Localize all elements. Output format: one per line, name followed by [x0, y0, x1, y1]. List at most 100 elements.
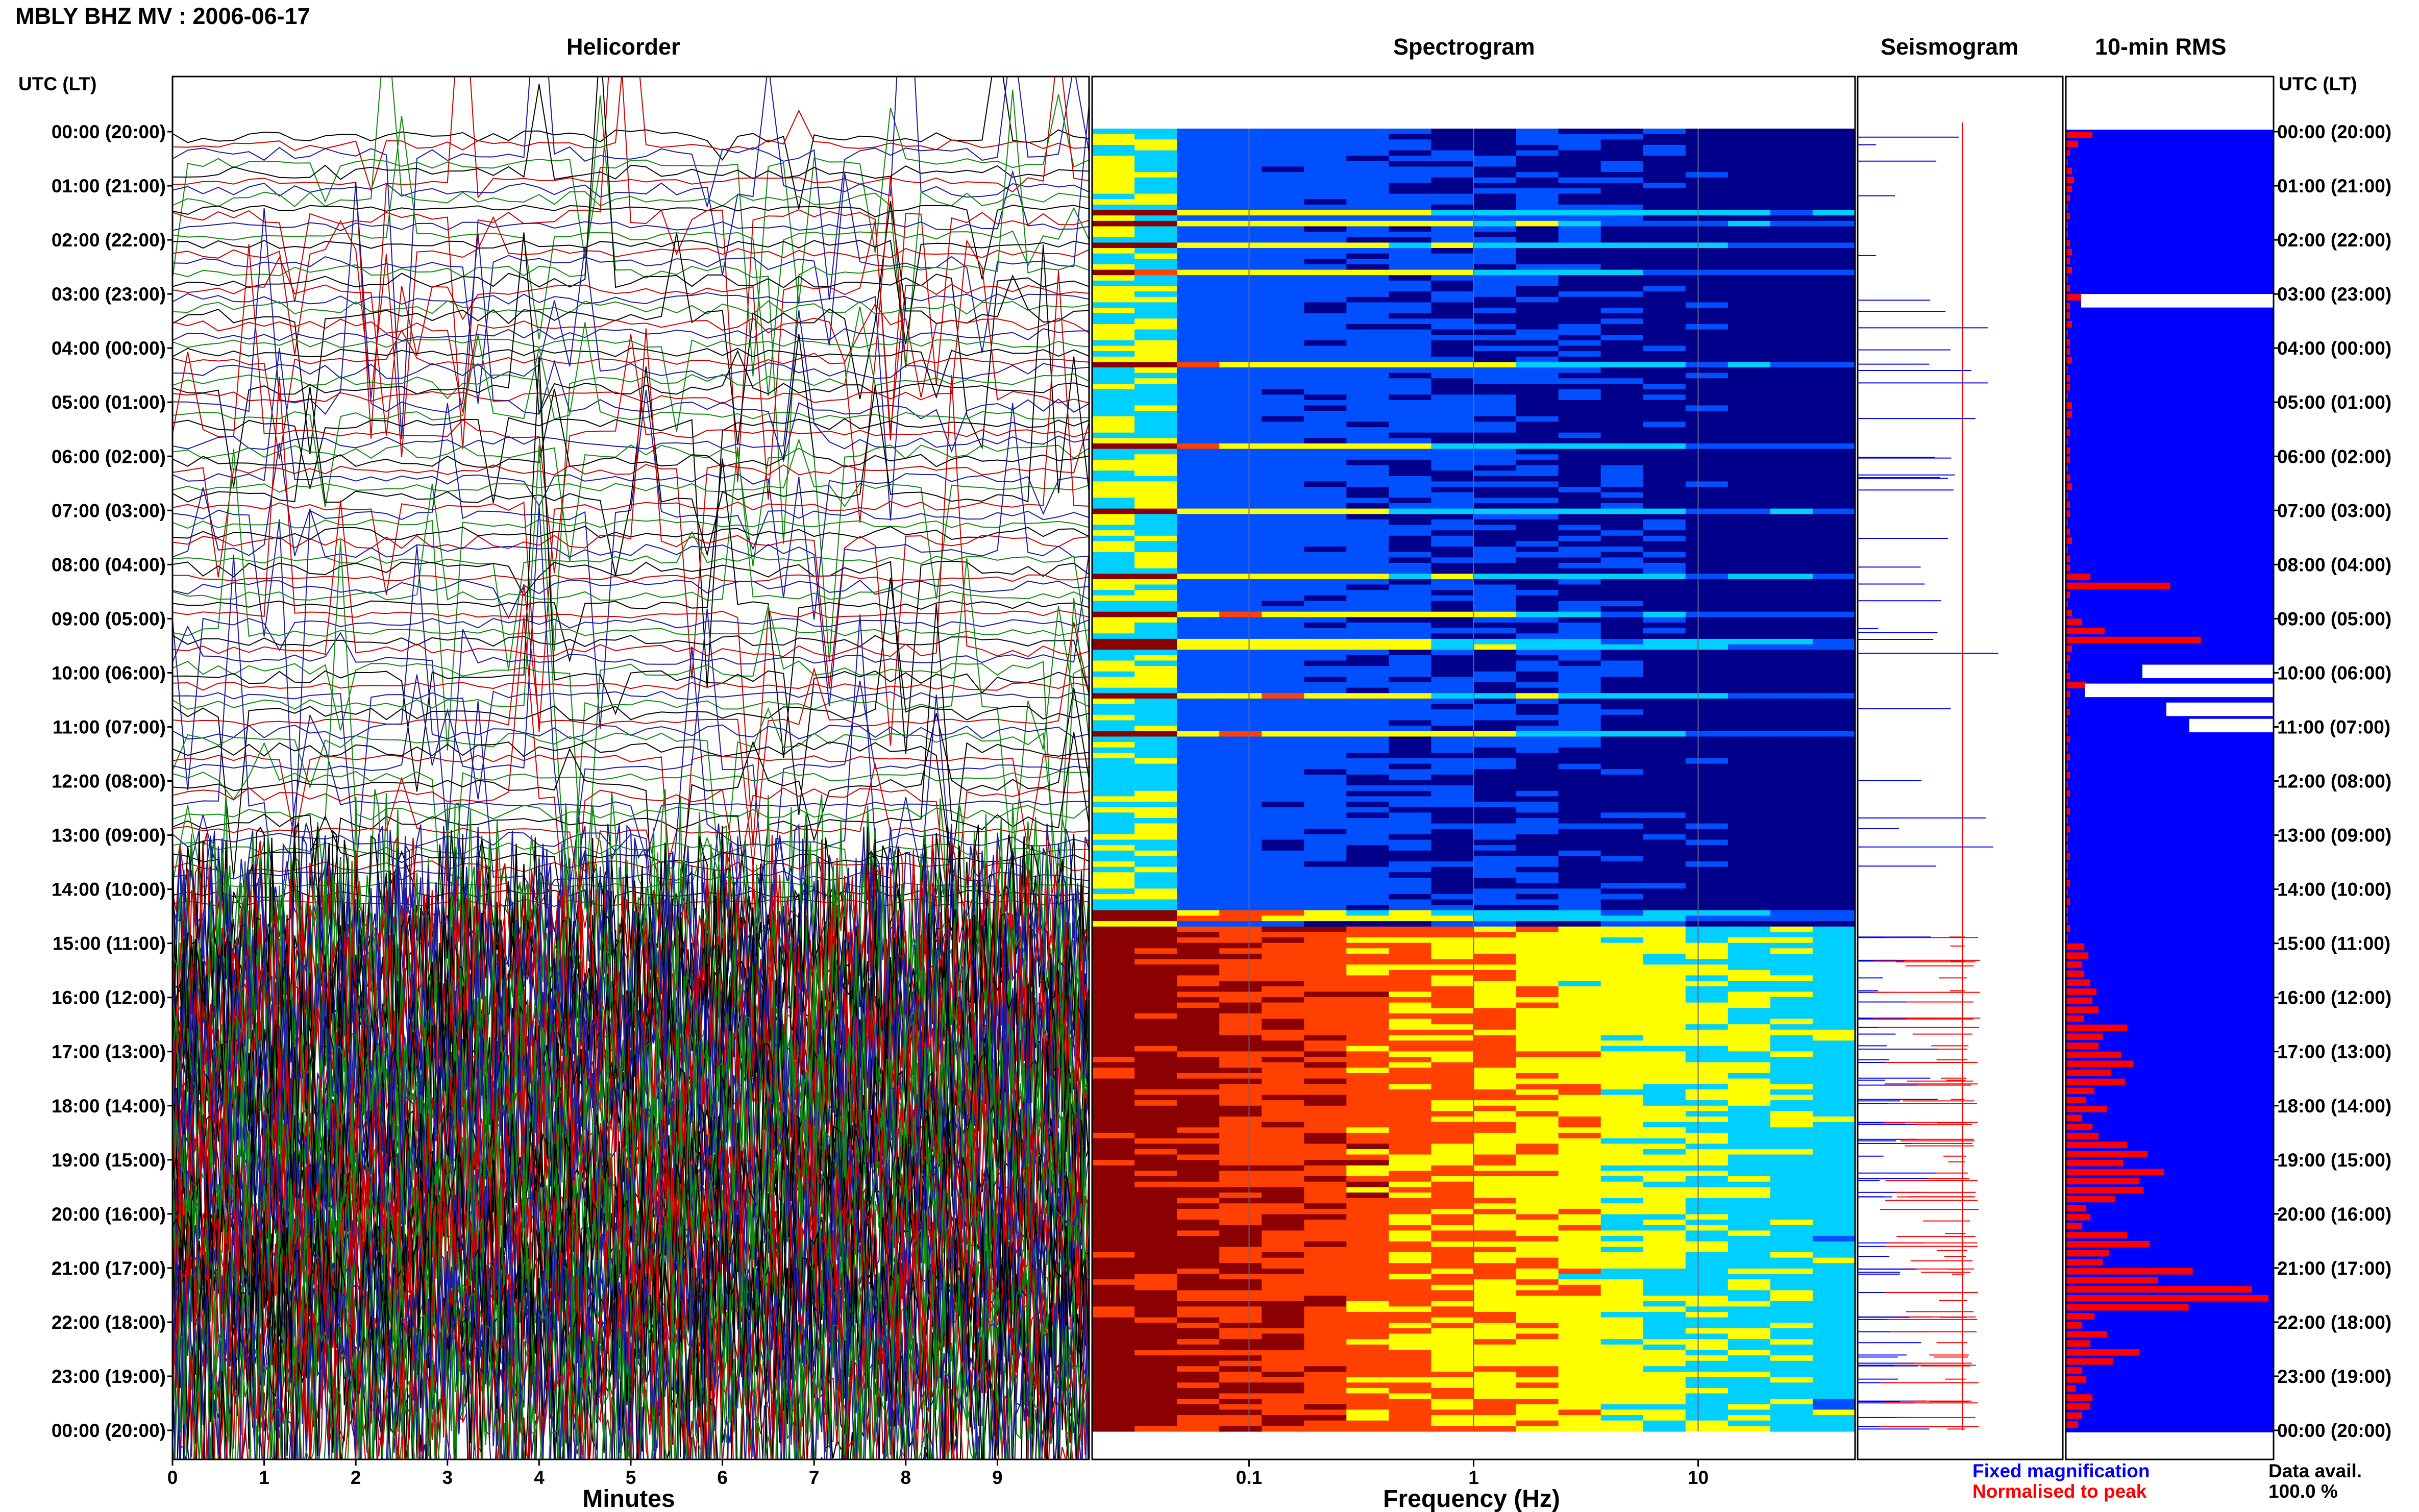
spectrogram-cell — [1219, 1360, 1263, 1367]
spectrogram-cell — [1600, 796, 1644, 802]
spectrogram-cell — [1304, 291, 1347, 298]
spectrogram-cell — [1346, 714, 1390, 721]
spectrogram-cell — [1685, 210, 1729, 216]
spectrogram-cell — [1558, 866, 1601, 873]
spectrogram-cell — [1685, 134, 1729, 140]
spectrogram-cell — [1770, 1095, 1813, 1101]
spectrogram-cell — [1134, 1127, 1177, 1133]
hour-label-right: 10:00 (06:00) — [2277, 662, 2391, 683]
spectrogram-cell — [1770, 248, 1813, 254]
spectrogram-cell — [1770, 866, 1813, 873]
spectrogram-cell — [1812, 232, 1855, 238]
spectrogram-cell — [1431, 1225, 1474, 1231]
spectrogram-cell — [1727, 1268, 1771, 1275]
spectrogram-cell — [1685, 1415, 1729, 1421]
spectrogram-cell — [1685, 921, 1729, 927]
spectrogram-cell — [1685, 269, 1729, 276]
spectrogram-cell — [1727, 601, 1771, 607]
spectrogram-cell — [1685, 557, 1729, 563]
spectrogram-cell — [1304, 731, 1347, 737]
spectrogram-cell — [1177, 204, 1220, 211]
spectrogram-cell — [1219, 1046, 1263, 1052]
spectrogram-cell — [1812, 1247, 1855, 1253]
spectrogram-cell — [1304, 220, 1347, 227]
spectrogram-cell — [1558, 714, 1601, 721]
spectrogram-cell — [1558, 1138, 1601, 1144]
spectrogram-cell — [1600, 878, 1644, 884]
rms-fixed-background — [2066, 130, 2274, 1432]
spectrogram-cell — [1727, 1187, 1771, 1193]
spectrogram-cell — [1219, 340, 1263, 346]
spectrogram-cell — [1177, 1013, 1220, 1020]
spectrogram-cell — [1473, 1073, 1517, 1079]
rms-bar — [2066, 1087, 2095, 1095]
spectrogram-cell — [1092, 259, 1135, 265]
spectrogram-cell — [1727, 345, 1771, 352]
spectrogram-cell — [1092, 1274, 1135, 1280]
spectrogram-cell — [1812, 802, 1855, 808]
spectrogram-cell — [1346, 1198, 1390, 1204]
spectrogram-cell — [1177, 215, 1220, 221]
spectrogram-cell — [1600, 1181, 1644, 1187]
spectrogram-cell — [1600, 156, 1644, 162]
spectrogram-cell — [1516, 1366, 1559, 1372]
spectrogram-cell — [1134, 487, 1177, 493]
spectrogram-cell — [1304, 1257, 1347, 1263]
spectrogram-cell — [1643, 1355, 1686, 1361]
spectrogram-cell — [1643, 1382, 1686, 1389]
spectrogram-cell — [1600, 872, 1644, 878]
spectrogram-cell — [1134, 476, 1177, 482]
spectrogram-cell — [1177, 1372, 1220, 1378]
spectrogram-cell — [1134, 1355, 1177, 1361]
spectrogram-cell — [1219, 992, 1263, 998]
spectrogram-cell — [1770, 161, 1813, 167]
spectrogram-cell — [1558, 405, 1601, 411]
spectrogram-cell — [1431, 1046, 1474, 1052]
spectrogram-cell — [1431, 937, 1474, 944]
spectrogram-cell — [1177, 666, 1220, 672]
spectrogram-cell — [1770, 291, 1813, 298]
spectrogram-cell — [1558, 204, 1601, 211]
spectrogram-cell — [1092, 427, 1135, 433]
rms-bar — [2066, 727, 2068, 734]
spectrogram-cell — [1262, 340, 1305, 346]
spectrogram-cell — [1558, 590, 1601, 596]
spectrogram-cell — [1685, 476, 1729, 482]
spectrogram-cell — [1389, 459, 1432, 466]
spectrogram-cell — [1389, 438, 1432, 444]
spectrogram-cell — [1727, 802, 1771, 808]
spectrogram-cell — [1389, 839, 1432, 846]
spectrogram-cell — [1643, 156, 1686, 162]
spectrogram-cell — [1134, 1263, 1177, 1269]
spectrogram-cell — [1346, 687, 1390, 693]
hour-label-right: 13:00 (09:00) — [2277, 825, 2391, 846]
spectrogram-cell — [1473, 932, 1517, 938]
spectrogram-cell — [1134, 1100, 1177, 1106]
spectrogram-cell — [1685, 432, 1729, 438]
spectrogram-cell — [1346, 1084, 1390, 1090]
spectrogram-cell — [1643, 736, 1686, 742]
spectrogram-cell — [1431, 948, 1474, 954]
helicorder-trace — [172, 348, 1089, 620]
spectrogram-cell — [1389, 335, 1432, 341]
minute-tick-label: 9 — [992, 1467, 1003, 1488]
spectrogram-cell — [1558, 492, 1601, 498]
spectrogram-cell — [1304, 498, 1347, 504]
spectrogram-cell — [1727, 1317, 1771, 1323]
spectrogram-cell — [1685, 1393, 1729, 1399]
spectrogram-cell — [1770, 362, 1813, 368]
spectrogram-cell — [1134, 459, 1177, 466]
spectrogram-cell — [1727, 568, 1771, 574]
spectrogram-cell — [1262, 1404, 1305, 1410]
spectrogram-cell — [1516, 682, 1559, 688]
spectrogram-cell — [1092, 345, 1135, 352]
spectrogram-cell — [1770, 1263, 1813, 1269]
spectrogram-cell — [1177, 1203, 1220, 1209]
spectrogram-cell — [1812, 514, 1855, 520]
spectrogram-cell — [1389, 1068, 1432, 1074]
spectrogram-cell — [1219, 1187, 1263, 1193]
spectrogram-cell — [1600, 780, 1644, 786]
spectrogram-cell — [1600, 1122, 1644, 1128]
frequency-tick-label: 0.1 — [1236, 1467, 1262, 1488]
spectrogram-cell — [1092, 156, 1135, 162]
